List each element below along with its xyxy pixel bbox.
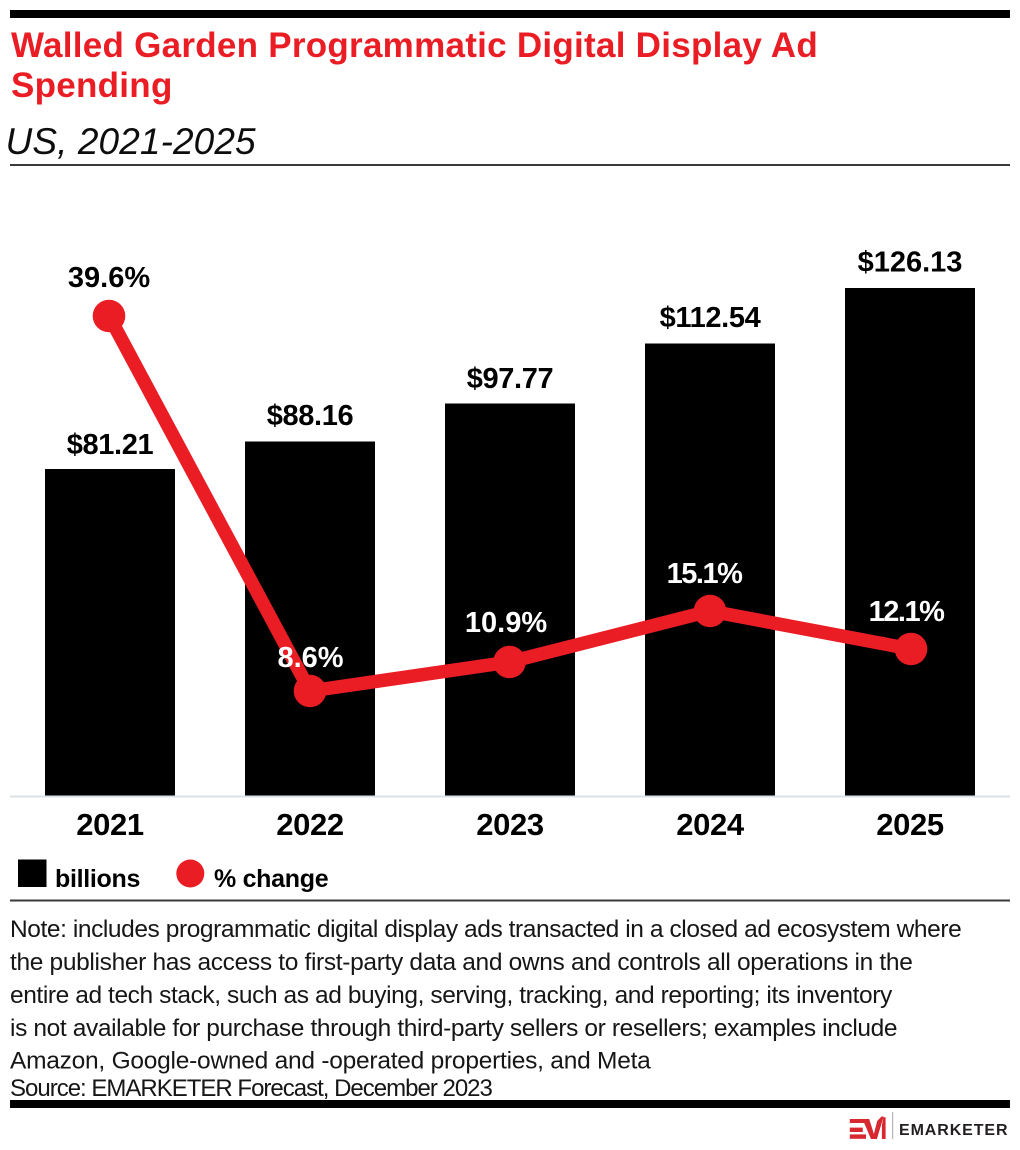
svg-text:US, 2021-2025: US, 2021-2025 [6, 121, 257, 162]
svg-text:2023: 2023 [476, 807, 544, 842]
svg-text:39.6%: 39.6% [68, 262, 150, 294]
svg-text:$112.54: $112.54 [660, 302, 761, 334]
svg-text:% change: % change [214, 865, 329, 893]
svg-text:Amazon, Google-owned and -oper: Amazon, Google-owned and -operated prope… [10, 1048, 651, 1075]
svg-text:is not available for purchase: is not available for purchase through th… [10, 1015, 897, 1042]
svg-text:Spending: Spending [11, 66, 173, 105]
svg-text:Source: EMARKETER Forecast, De: Source: EMARKETER Forecast, December 202… [10, 1075, 493, 1102]
svg-text:2025: 2025 [876, 807, 944, 842]
svg-text:15.1%: 15.1% [667, 558, 743, 590]
svg-text:Walled Garden Programmatic Dig: Walled Garden Programmatic Digital Displ… [11, 26, 818, 65]
svg-text:10.9%: 10.9% [465, 607, 547, 639]
svg-text:billions: billions [55, 865, 140, 893]
svg-text:8.6%: 8.6% [277, 642, 343, 674]
svg-text:entire ad tech stack, such as: entire ad tech stack, such as ad buying,… [10, 982, 893, 1009]
svg-text:2021: 2021 [76, 807, 144, 842]
svg-text:the publisher has access to fi: the publisher has access to first-party … [10, 949, 913, 976]
svg-text:EMARKETER: EMARKETER [899, 1122, 1008, 1139]
svg-text:12.1%: 12.1% [869, 596, 945, 628]
svg-text:2022: 2022 [276, 807, 344, 842]
svg-text:Note: includes programmatic di: Note: includes programmatic digital disp… [10, 916, 961, 943]
svg-text:2024: 2024 [676, 807, 745, 842]
svg-text:$97.77: $97.77 [467, 363, 554, 395]
svg-text:$126.13: $126.13 [858, 247, 963, 279]
svg-text:$88.16: $88.16 [267, 400, 354, 432]
svg-text:$81.21: $81.21 [67, 429, 154, 461]
